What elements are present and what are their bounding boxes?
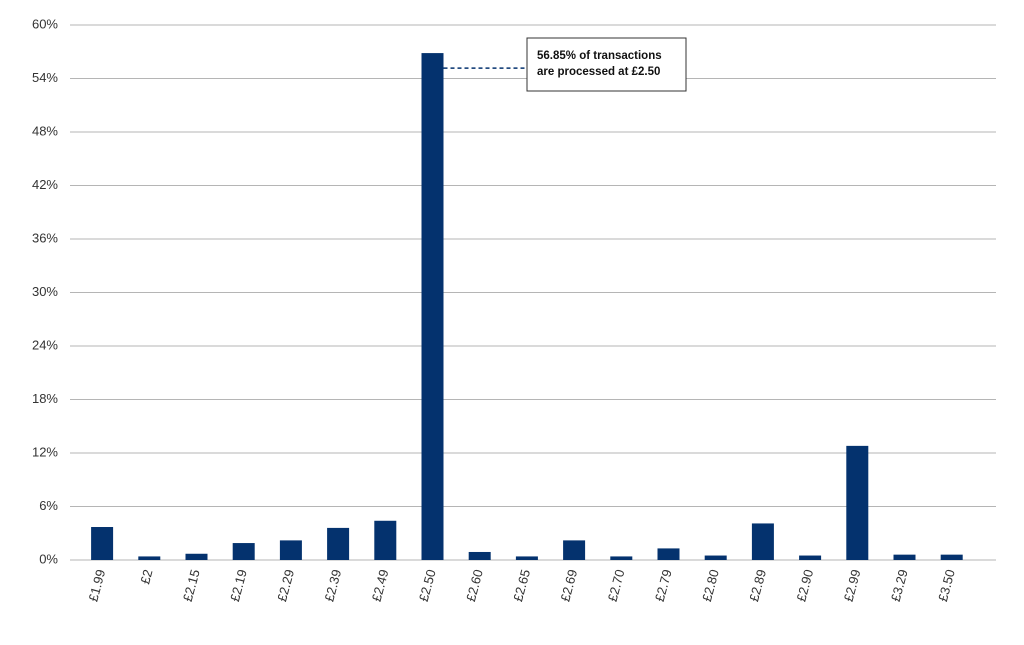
x-tick-label: £2.90 xyxy=(793,568,816,603)
annotation-text: 56.85% of transactions xyxy=(537,50,662,62)
x-tick-label: £2 xyxy=(137,568,155,586)
bar xyxy=(657,548,680,560)
bar xyxy=(468,551,491,560)
x-tick-label: £2.50 xyxy=(416,568,439,603)
y-tick-label: 12% xyxy=(32,444,58,459)
bar xyxy=(940,554,963,560)
y-tick-label: 18% xyxy=(32,391,58,406)
x-tick-label: £1.99 xyxy=(85,568,108,603)
annotation-box xyxy=(526,37,687,92)
x-tick-label: £2.80 xyxy=(699,568,722,603)
y-tick-label: 30% xyxy=(32,284,58,299)
bar xyxy=(232,543,255,560)
bar xyxy=(563,540,586,560)
x-tick-label: £2.49 xyxy=(369,568,392,603)
bar xyxy=(185,553,208,560)
bar xyxy=(138,556,161,560)
bar xyxy=(610,556,633,560)
bar xyxy=(893,554,916,560)
x-tick-label: £3.50 xyxy=(935,568,958,603)
bar xyxy=(751,523,774,560)
bar xyxy=(799,555,822,560)
x-tick-label: £2.39 xyxy=(321,568,344,603)
x-tick-label: £2.99 xyxy=(841,568,864,603)
y-tick-label: 42% xyxy=(32,177,58,192)
y-tick-label: 54% xyxy=(32,70,58,85)
annotation-text: are processed at £2.50 xyxy=(537,66,660,78)
bar xyxy=(704,555,727,560)
x-tick-label: £2.15 xyxy=(180,568,203,603)
x-tick-label: £2.69 xyxy=(557,568,580,603)
x-tick-label: £2.65 xyxy=(510,568,533,603)
bar xyxy=(279,540,302,560)
x-tick-label: £2.89 xyxy=(746,568,769,603)
bar xyxy=(374,520,397,560)
x-tick-label: £2.70 xyxy=(605,568,628,603)
y-tick-label: 36% xyxy=(32,230,58,245)
x-tick-label: £3.29 xyxy=(888,568,911,603)
y-tick-label: 60% xyxy=(32,16,58,31)
bar xyxy=(91,527,114,560)
x-tick-label: £2.19 xyxy=(227,568,250,603)
y-tick-label: 24% xyxy=(32,337,58,352)
bar xyxy=(515,556,538,560)
bar xyxy=(327,527,350,560)
bar xyxy=(421,53,444,561)
x-tick-label: £2.60 xyxy=(463,568,486,603)
y-tick-label: 0% xyxy=(39,551,58,566)
bar xyxy=(846,445,869,560)
x-tick-label: £2.29 xyxy=(274,568,297,603)
y-tick-label: 48% xyxy=(32,123,58,138)
x-tick-label: £2.79 xyxy=(652,568,675,603)
y-tick-label: 6% xyxy=(39,498,58,513)
